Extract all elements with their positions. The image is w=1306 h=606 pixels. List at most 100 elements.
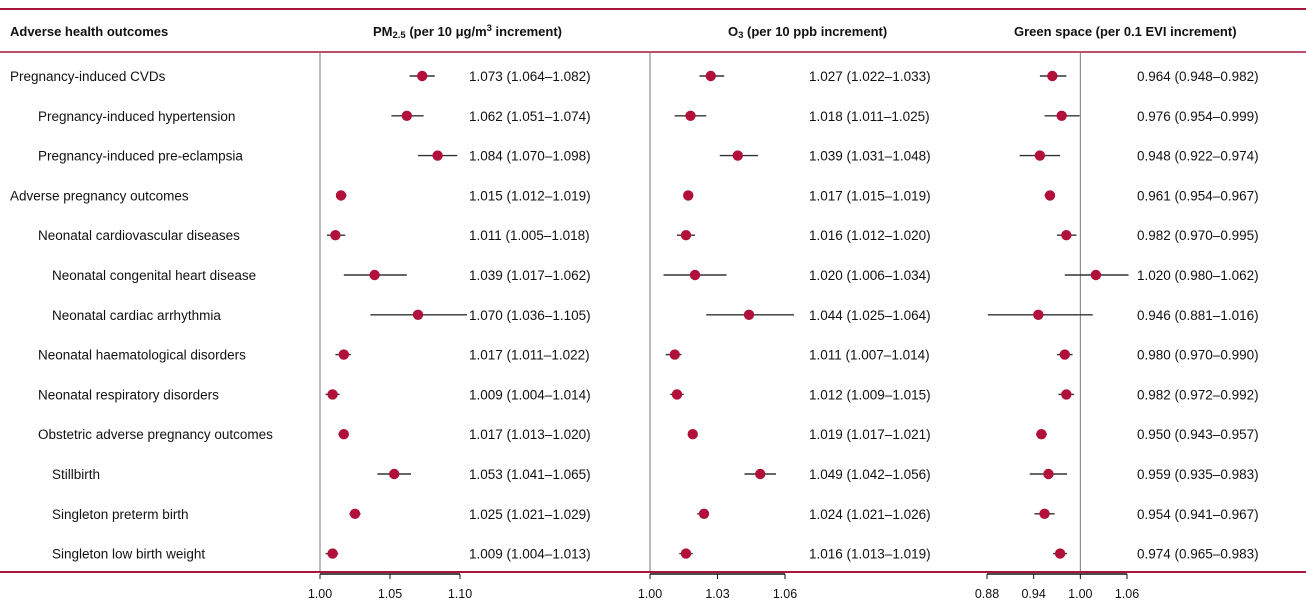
estimate-point xyxy=(389,468,400,480)
estimate-ci-text: 0.982 (0.970–0.995) xyxy=(1137,228,1259,243)
estimate-point xyxy=(1054,548,1066,559)
estimate-point xyxy=(687,429,698,440)
estimate-point xyxy=(401,110,412,122)
estimate-ci-text: 0.982 (0.972–0.992) xyxy=(1137,387,1259,402)
x-tick-label: 1.06 xyxy=(1115,587,1139,601)
estimate-ci-text: 0.954 (0.941–0.967) xyxy=(1137,507,1259,522)
row-label: Pregnancy-induced pre-eclampsia xyxy=(38,149,243,164)
estimate-point xyxy=(1061,389,1072,400)
estimate-point xyxy=(743,309,755,320)
x-tick-label: 1.06 xyxy=(773,587,797,601)
estimate-ci-text: 1.011 (1.007–1.014) xyxy=(809,348,930,363)
estimate-point xyxy=(338,429,349,440)
x-tick-label: 1.03 xyxy=(705,587,729,601)
estimate-ci-text: 1.070 (1.036–1.105) xyxy=(469,308,591,323)
row-label: Pregnancy-induced hypertension xyxy=(38,109,235,124)
row-label: Stillbirth xyxy=(52,467,100,482)
estimate-point xyxy=(1090,269,1102,281)
estimate-ci-text: 1.018 (1.011–1.025) xyxy=(809,109,930,124)
estimate-point xyxy=(671,389,683,400)
estimate-point xyxy=(1036,429,1047,440)
estimate-point xyxy=(335,190,347,201)
row-label: Neonatal cardiovascular diseases xyxy=(38,228,240,243)
estimate-ci-text: 1.009 (1.004–1.013) xyxy=(469,547,591,562)
estimate-point xyxy=(680,548,692,559)
estimate-ci-text: 0.980 (0.970–0.990) xyxy=(1137,348,1259,363)
header-pm25: PM2.5 (per 10 μg/m3 increment) xyxy=(373,23,562,41)
x-tick-label: 1.05 xyxy=(378,587,402,601)
estimate-ci-text: 1.020 (1.006–1.034) xyxy=(809,268,931,283)
estimate-ci-text: 1.016 (1.013–1.019) xyxy=(809,547,931,562)
estimate-ci-text: 0.961 (0.954–0.967) xyxy=(1137,188,1259,203)
estimate-ci-text: 0.948 (0.922–0.974) xyxy=(1137,149,1259,164)
estimate-ci-text: 1.020 (0.980–1.062) xyxy=(1137,268,1259,283)
estimate-ci-text: 1.062 (1.051–1.074) xyxy=(469,109,591,124)
estimate-ci-text: 1.053 (1.041–1.065) xyxy=(469,467,591,482)
estimate-ci-text: 1.025 (1.021–1.029) xyxy=(469,507,591,522)
estimate-point xyxy=(732,150,743,161)
row-label: Adverse pregnancy outcomes xyxy=(10,188,189,203)
row-label: Obstetric adverse pregnancy outcomes xyxy=(38,427,273,442)
header-o3: O3 (per 10 ppb increment) xyxy=(728,24,887,41)
estimate-ci-text: 1.015 (1.012–1.019) xyxy=(469,188,591,203)
estimate-ci-text: 1.039 (1.031–1.048) xyxy=(809,149,931,164)
x-tick-label: 1.00 xyxy=(638,587,662,601)
row-label: Neonatal respiratory disorders xyxy=(38,387,219,402)
estimate-point xyxy=(327,548,338,559)
header-outcomes: Adverse health outcomes xyxy=(10,24,168,39)
estimate-ci-text: 1.019 (1.017–1.021) xyxy=(809,427,931,442)
estimate-point xyxy=(755,468,766,480)
estimate-ci-text: 1.012 (1.009–1.015) xyxy=(809,387,931,402)
estimate-ci-text: 1.011 (1.005–1.018) xyxy=(469,228,590,243)
x-tick-label: 1.00 xyxy=(308,587,332,601)
x-tick-label: 0.94 xyxy=(1021,587,1045,601)
row-labels: Pregnancy-induced CVDs Pregnancy-induced … xyxy=(10,69,273,562)
estimate-point xyxy=(417,70,428,82)
row-label: Singleton low birth weight xyxy=(52,547,205,562)
estimate-point xyxy=(1034,150,1046,161)
estimate-ci-text: 1.073 (1.064–1.082) xyxy=(469,69,591,84)
estimate-point xyxy=(689,269,701,281)
estimate-point xyxy=(330,230,341,241)
panel-o3: 1.00 1.03 1.06 1.027 (1.022–1.033) 1.018 (1.… xyxy=(638,53,931,601)
estimate-point xyxy=(338,349,349,360)
estimate-ci-text: 1.039 (1.017–1.062) xyxy=(469,268,591,283)
estimate-point xyxy=(669,349,680,360)
row-label: Neonatal haematological disorders xyxy=(38,348,246,363)
x-tick-label: 1.10 xyxy=(448,587,472,601)
estimate-point xyxy=(685,110,696,122)
panel-green-space: 0.88 0.94 1.00 1.06 0.964 (0.948–0.982) 0.976… xyxy=(975,53,1259,601)
panel-pm2-5: 1.00 1.05 1.10 1.073 (1.064–1.082) 1.062 (1.… xyxy=(308,53,591,601)
estimate-ci-text: 1.009 (1.004–1.014) xyxy=(469,387,591,402)
estimate-point xyxy=(1033,309,1044,320)
estimate-point xyxy=(698,508,710,519)
estimate-ci-text: 0.950 (0.943–0.957) xyxy=(1137,427,1259,442)
estimate-point xyxy=(1061,230,1072,241)
estimate-ci-text: 0.959 (0.935–0.983) xyxy=(1137,467,1259,482)
estimate-point xyxy=(327,389,338,400)
estimate-ci-text: 1.049 (1.042–1.056) xyxy=(809,467,931,482)
estimate-point xyxy=(1043,468,1054,480)
estimate-point xyxy=(683,190,694,201)
estimate-point xyxy=(412,309,424,320)
x-tick-label: 1.00 xyxy=(1068,587,1092,601)
estimate-point xyxy=(1059,349,1070,360)
x-tick-label: 0.88 xyxy=(975,587,999,601)
row-label: Neonatal congenital heart disease xyxy=(52,268,256,283)
estimate-ci-text: 1.016 (1.012–1.020) xyxy=(809,228,931,243)
estimate-point xyxy=(1047,70,1058,82)
estimate-point xyxy=(1044,190,1056,201)
estimate-ci-text: 1.024 (1.021–1.026) xyxy=(809,507,931,522)
estimate-point xyxy=(680,230,692,241)
estimate-point xyxy=(705,70,716,82)
estimate-ci-text: 0.974 (0.965–0.983) xyxy=(1137,547,1259,562)
row-label: Neonatal cardiac arrhythmia xyxy=(52,308,221,323)
header-green-space: Green space (per 0.1 EVI increment) xyxy=(1014,24,1237,39)
estimate-ci-text: 1.044 (1.025–1.064) xyxy=(809,308,931,323)
estimate-ci-text: 1.084 (1.070–1.098) xyxy=(469,149,591,164)
estimate-point xyxy=(1056,110,1067,122)
estimate-ci-text: 0.976 (0.954–0.999) xyxy=(1137,109,1259,124)
estimate-ci-text: 0.946 (0.881–1.016) xyxy=(1137,308,1259,323)
estimate-ci-text: 0.964 (0.948–0.982) xyxy=(1137,69,1259,84)
